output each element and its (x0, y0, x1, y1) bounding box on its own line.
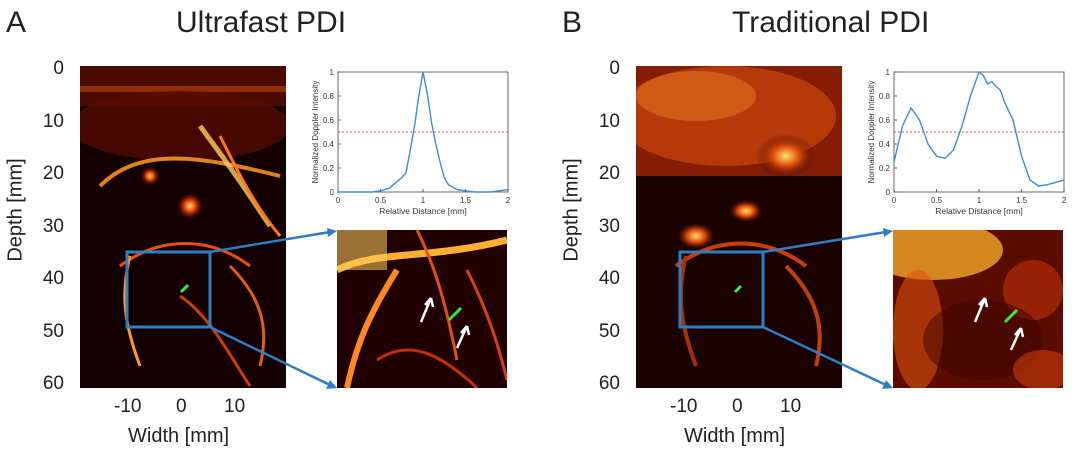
series-line (893, 70, 1065, 187)
y-tick: 40 (42, 268, 64, 289)
x-tick: -10 (114, 396, 142, 417)
panel-title: Traditional PDI (732, 6, 930, 39)
zoom-box (125, 250, 212, 329)
zoom-box (678, 250, 765, 329)
y-axis-label: Depth [mm] (560, 158, 583, 262)
y-tick: 50 (598, 321, 620, 342)
y-tick: 30 (42, 216, 64, 237)
zoom-image (893, 230, 1063, 388)
x-tick-label: 1 (977, 196, 982, 205)
x-tick: 0 (732, 396, 743, 417)
zoom-image (337, 230, 507, 388)
x-tick-label: 0.5 (375, 196, 387, 205)
panel-b: B Traditional PDI 0 10 20 30 40 50 60 -1… (556, 0, 1080, 455)
y-tick: 40 (598, 268, 620, 289)
arrow-icon (973, 297, 989, 323)
arrow-icon (419, 297, 435, 323)
y-tick-label: 0.6 (323, 116, 335, 125)
panel-letter: B (562, 6, 583, 39)
y-tick-label: 1 (886, 68, 891, 77)
y-tick: 60 (598, 373, 620, 394)
x-tick-label: 1.5 (1016, 196, 1028, 205)
y-tick: 30 (598, 216, 620, 237)
x-tick: -10 (670, 396, 698, 417)
x-tick: 0 (176, 396, 187, 417)
y-tick-label: 1 (330, 68, 335, 77)
x-tick-label: 1 (421, 196, 426, 205)
chart-x-label: Relative Distance [mm] (379, 206, 466, 216)
y-tick: 10 (598, 111, 620, 132)
x-tick-label: 2 (506, 196, 511, 205)
panel-title: Ultrafast PDI (176, 6, 347, 39)
y-tick-label: 0.8 (879, 92, 891, 101)
y-tick-label: 0.2 (879, 164, 891, 173)
series-line (338, 71, 509, 193)
y-tick: 0 (609, 58, 620, 79)
y-tick: 50 (42, 321, 64, 342)
vessel-marker (179, 283, 190, 294)
x-tick-label: 1.5 (460, 196, 472, 205)
y-tick: 10 (42, 111, 64, 132)
panel-letter: A (6, 6, 27, 39)
vessel-marker (1003, 308, 1019, 324)
y-tick: 20 (42, 163, 64, 184)
ultrasound-image (80, 66, 286, 388)
x-tick: 10 (780, 396, 802, 417)
y-tick: 20 (598, 163, 620, 184)
y-tick-label: 0.4 (323, 140, 335, 149)
panel-a: A Ultrafast PDI 0 10 20 30 40 50 60 -10 … (4, 6, 511, 447)
arrow-icon (455, 325, 471, 349)
y-tick-label: 0.6 (879, 116, 891, 125)
x-tick: 10 (224, 396, 246, 417)
x-axis-label: Width [mm] (684, 425, 786, 447)
arrow-icon (1009, 327, 1025, 351)
y-tick-label: 0 (886, 188, 891, 197)
y-tick: 60 (42, 373, 64, 394)
x-tick-label: 0 (336, 196, 341, 205)
y-tick-label: 0.8 (323, 92, 335, 101)
chart-y-label: Normalized Doppler Intensity (867, 81, 876, 184)
vessel-marker (447, 306, 463, 322)
y-tick-label: 0 (330, 188, 335, 197)
y-tick: 0 (53, 58, 64, 79)
y-axis-label: Depth [mm] (4, 158, 27, 262)
chart-x-label: Relative Distance [mm] (935, 206, 1022, 216)
x-tick-label: 0 (892, 196, 897, 205)
ultrasound-image (636, 66, 842, 388)
x-tick-label: 0.5 (931, 196, 943, 205)
y-tick-label: 0.4 (879, 140, 891, 149)
y-tick-label: 0.2 (323, 164, 335, 173)
vessel-marker (733, 284, 743, 294)
chart-y-label: Normalized Doppler Intensity (311, 81, 320, 184)
x-tick-label: 2 (1062, 196, 1067, 205)
x-axis-label: Width [mm] (128, 425, 230, 447)
